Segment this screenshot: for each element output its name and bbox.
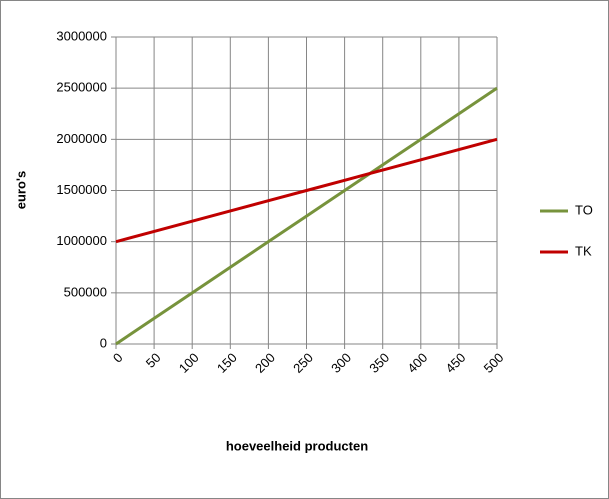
legend-label: TO	[575, 202, 593, 217]
y-tick-label: 2000000	[56, 131, 107, 146]
y-tick-label: 0	[100, 335, 107, 350]
y-axis-label: euro's	[13, 171, 28, 210]
y-tick-label: 500000	[64, 284, 107, 299]
line-series	[115, 137, 498, 244]
y-tick-label: 1000000	[56, 233, 107, 248]
legend-label: TK	[575, 243, 592, 258]
line-series	[115, 86, 498, 346]
y-tick-label: 2500000	[56, 80, 107, 95]
y-tick-label: 3000000	[56, 28, 107, 43]
x-axis-label: hoeveelheid producten	[226, 438, 368, 453]
y-tick-label: 1500000	[56, 182, 107, 197]
